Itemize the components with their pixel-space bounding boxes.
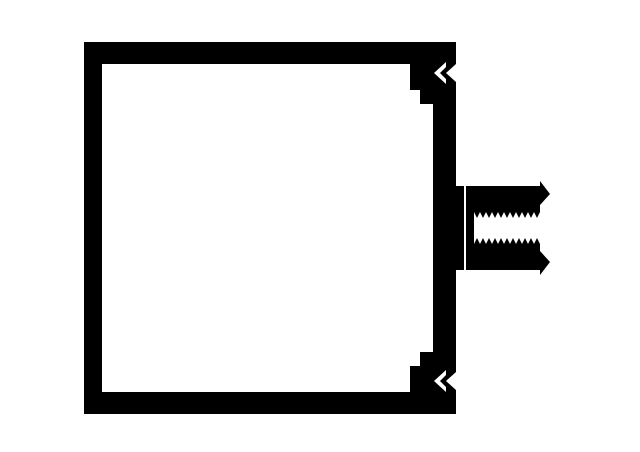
thread-tooth-bottom [534, 238, 540, 244]
thread-tooth-top [480, 212, 486, 218]
thread-tooth-bottom [486, 238, 492, 244]
t-slot-flange [440, 181, 550, 275]
front-lip-top [410, 64, 433, 104]
front-lip-bottom [410, 352, 433, 392]
thread-tooth-top [504, 212, 510, 218]
thread-tooth-top [492, 212, 498, 218]
thread-tooth-bottom [498, 238, 504, 244]
thread-tooth-bottom [480, 238, 486, 244]
front-channel-gap [410, 64, 433, 392]
thread-tooth-bottom [492, 238, 498, 244]
thread-tooth-top [510, 212, 516, 218]
thread-tooth-top [474, 212, 480, 218]
thread-tooth-top [486, 212, 492, 218]
snap-hook-bottom-icon [434, 370, 456, 392]
square-tube-profile [84, 42, 456, 414]
thread-tooth-bottom [474, 238, 480, 244]
snap-hook-top-icon [434, 62, 456, 84]
thread-tooth-bottom [504, 238, 510, 244]
thread-tooth-top [534, 212, 540, 218]
thread-tooth-bottom [522, 238, 528, 244]
thread-tooth-bottom [510, 238, 516, 244]
thread-tooth-bottom [528, 238, 534, 244]
threaded-channel [466, 201, 540, 255]
thread-tooth-top [522, 212, 528, 218]
thread-tooth-top [498, 212, 504, 218]
thread-tooth-bottom [516, 238, 522, 244]
thread-tooth-top [516, 212, 522, 218]
thread-tooth-top [528, 212, 534, 218]
